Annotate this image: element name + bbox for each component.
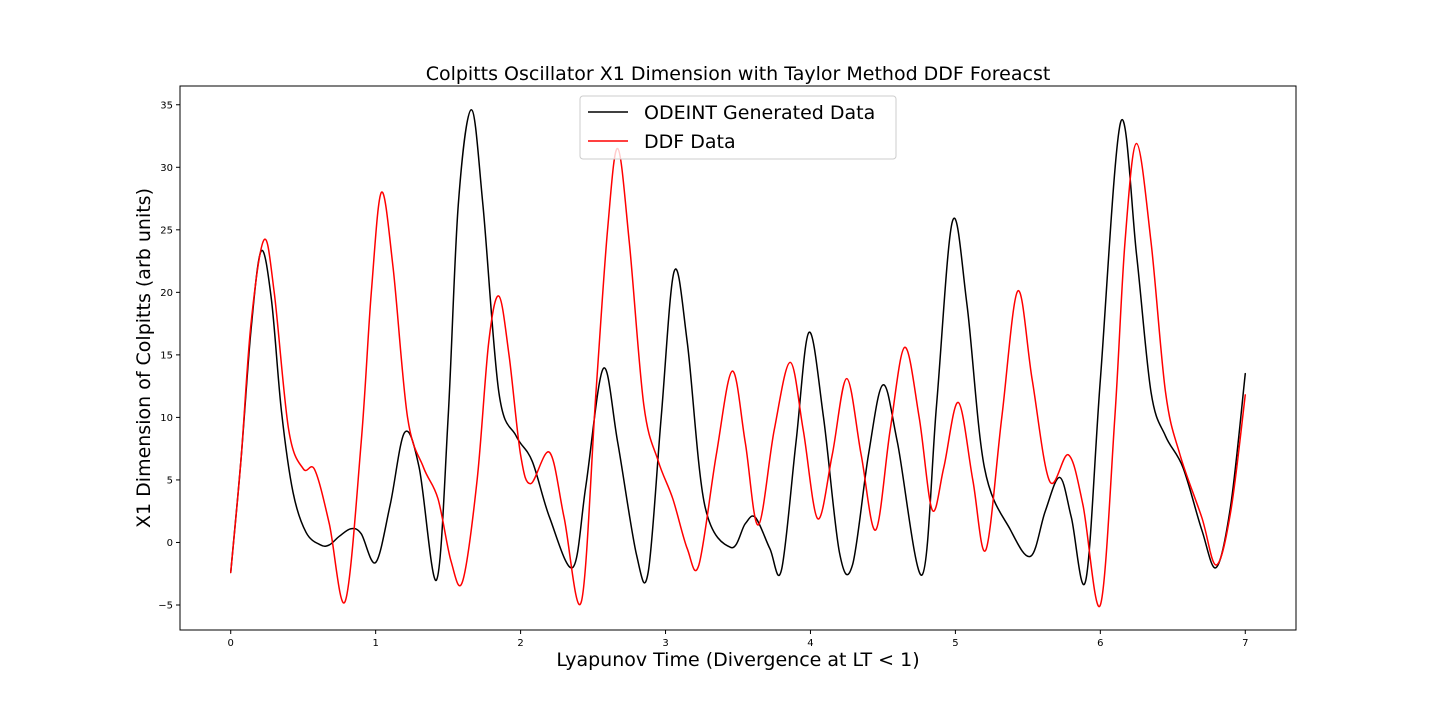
series-line-odeint xyxy=(229,109,1247,586)
x-tick-label: 5 xyxy=(952,638,958,649)
x-tick-label: 3 xyxy=(662,638,668,649)
x-tick-label: 0 xyxy=(228,638,234,649)
legend-box xyxy=(579,95,897,160)
x-tick-label: 7 xyxy=(1242,638,1248,649)
x-tick-label: 1 xyxy=(372,638,378,649)
y-tick-label: 35 xyxy=(160,100,173,111)
chart-title: Colpitts Oscillator X1 Dimension with Ta… xyxy=(426,63,1051,85)
y-tick-label: 25 xyxy=(160,225,173,236)
plot-frame xyxy=(179,85,1297,631)
y-axis: −5 0 5 10 15 20 25 30 35 xyxy=(158,100,180,611)
y-tick-label: −5 xyxy=(158,600,173,611)
x-axis-label: Lyapunov Time (Divergence at LT < 1) xyxy=(556,649,919,671)
y-tick-label: 30 xyxy=(160,163,173,174)
y-axis-label: X1 Dimension of Colpitts (arb units) xyxy=(133,188,155,528)
y-tick-label: 10 xyxy=(160,413,173,424)
series-layer xyxy=(229,109,1247,608)
y-tick-label: 15 xyxy=(160,350,173,361)
x-axis: 0 1 2 3 4 5 6 7 xyxy=(228,630,1248,649)
legend: ODEINT Generated Data DDF Data xyxy=(579,95,897,160)
x-tick-label: 6 xyxy=(1097,638,1103,649)
x-tick-label: 4 xyxy=(807,638,813,649)
x-tick-label: 2 xyxy=(517,638,523,649)
y-tick-label: 20 xyxy=(160,288,173,299)
y-tick-label: 0 xyxy=(167,538,173,549)
plot-area xyxy=(179,85,1297,631)
y-tick-label: 5 xyxy=(167,475,173,486)
legend-label-ddf: DDF Data xyxy=(644,131,736,153)
legend-label-odeint: ODEINT Generated Data xyxy=(644,102,875,124)
series-line-ddf xyxy=(229,142,1247,608)
